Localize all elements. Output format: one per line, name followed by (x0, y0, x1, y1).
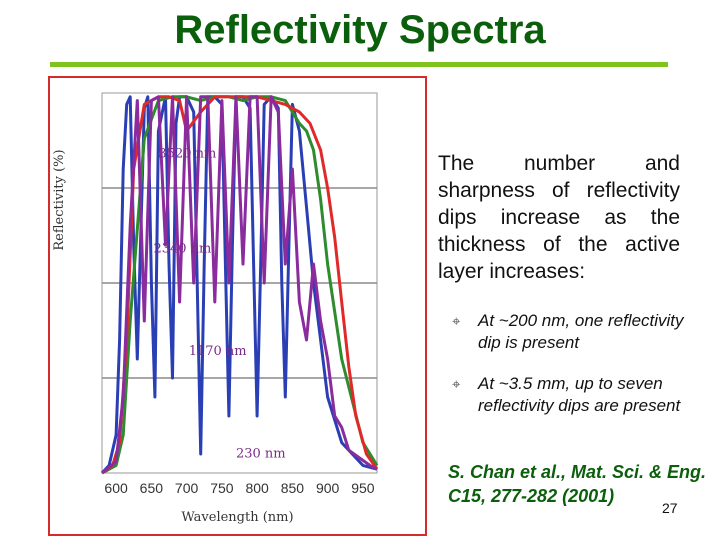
series-label-3: 1170 nm (189, 344, 247, 359)
series-line-4 (101, 95, 378, 475)
cross-bullet-icon: ⌖ (452, 313, 461, 330)
reflectivity-figure: 3520 nm 2340 nm 1170 nm 230 nm 600 650 700 750 8… (48, 76, 427, 536)
cross-bullet-icon: ⌖ (452, 376, 461, 393)
x-tick-label-900: 900 (316, 480, 340, 496)
x-tick-label-800: 800 (245, 480, 269, 496)
x-tick-label-600: 600 (104, 480, 128, 496)
x-axis-label: Wavelength (nm) (181, 510, 294, 525)
reflectivity-chart: 3520 nm 2340 nm 1170 nm 230 nm 600 650 700 750 8… (100, 92, 379, 496)
bullet-text-2: At ~3.5 mm, up to seven reflectivity dip… (478, 374, 681, 415)
x-tick-label-950: 950 (351, 480, 375, 496)
page-number: 27 (662, 500, 678, 516)
slide-title: Reflectivity Spectra (174, 8, 546, 52)
bullet-item-2: ⌖ At ~3.5 mm, up to seven reflectivity d… (452, 373, 684, 417)
x-tick-label-700: 700 (175, 480, 199, 496)
series-label-4: 230 nm (236, 447, 286, 462)
bullet-text-1: At ~200 nm, one reflectivity dip is pres… (478, 311, 684, 352)
series-label-2: 2340 nm (153, 241, 211, 256)
x-tick-label-650: 650 (140, 480, 164, 496)
x-tick-label-850: 850 (281, 480, 305, 496)
x-tick-label-750: 750 (210, 480, 234, 496)
bullet-item-1: ⌖ At ~200 nm, one reflectivity dip is pr… (452, 310, 684, 354)
y-axis-label: Reflectivity (%) (52, 149, 67, 251)
series-label-1: 3520 nm (158, 146, 216, 161)
description-text: The number and sharpness of reflectivity… (438, 152, 680, 283)
citation: S. Chan et al., Mat. Sci. & Eng. C15, 27… (448, 462, 707, 506)
title-underline (50, 62, 668, 67)
series-line-3 (101, 95, 379, 475)
